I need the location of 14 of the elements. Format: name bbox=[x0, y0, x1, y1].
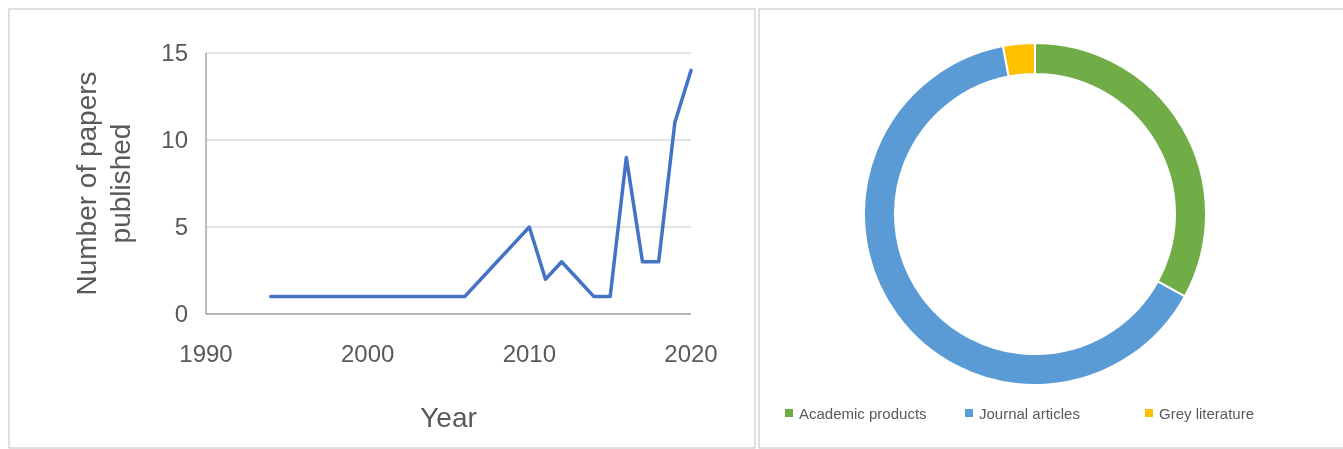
legend-label: Grey literature bbox=[1159, 405, 1255, 423]
y-tick-label: 5 bbox=[174, 213, 188, 241]
x-tick-label: 2020 bbox=[664, 340, 718, 367]
x-tick-label: 2010 bbox=[502, 340, 557, 367]
y-tick-label: 15 bbox=[161, 39, 188, 67]
y-tick-label: 0 bbox=[174, 300, 188, 328]
line-series bbox=[268, 68, 693, 299]
x-tick-label: 1990 bbox=[179, 340, 233, 367]
legend-label: Journal articles bbox=[979, 405, 1080, 423]
x-axis-title: Year bbox=[420, 402, 477, 433]
legend-label: Academic products bbox=[799, 405, 927, 423]
y-tick-label: 10 bbox=[161, 126, 188, 154]
x-tick-label: 2000 bbox=[340, 340, 395, 367]
y-axis-title: Number of papers published bbox=[70, 71, 136, 296]
